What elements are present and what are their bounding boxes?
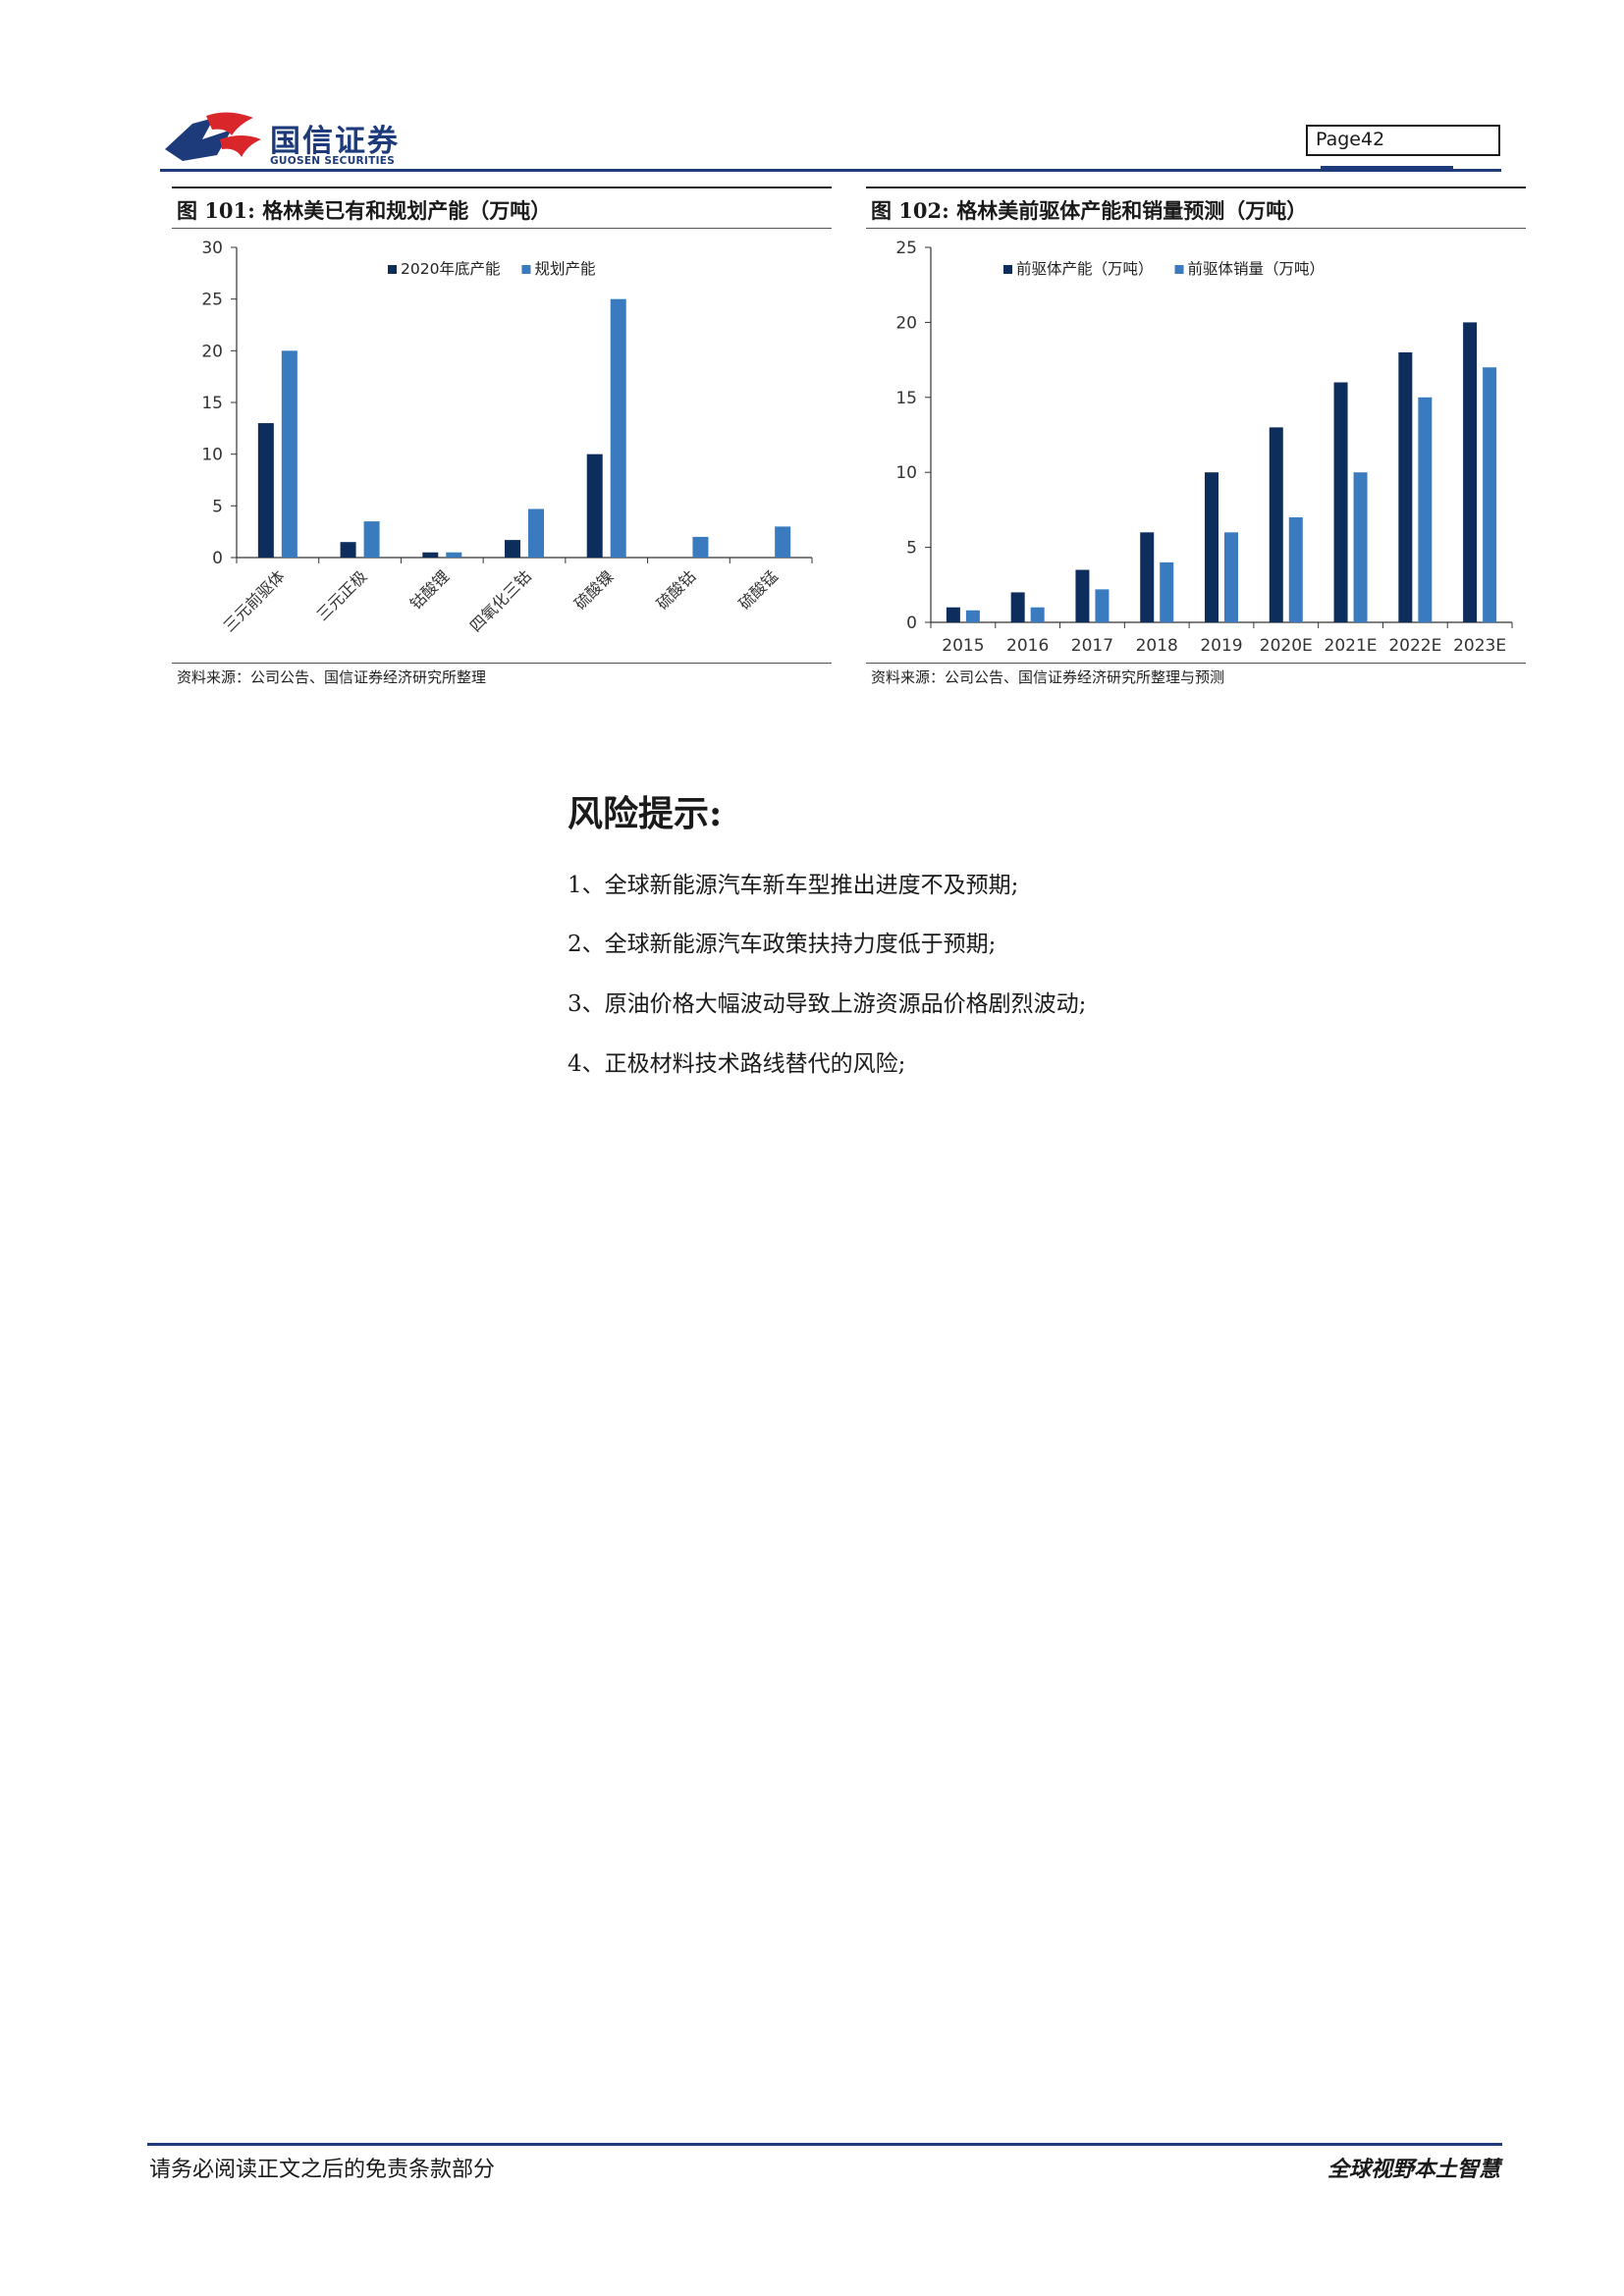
x-category-label: 2017 <box>1071 636 1113 656</box>
figure-source: 资料来源：公司公告、国信证券经济研究所整理 <box>177 668 487 686</box>
footer-slogan: 全球视野本土智慧 <box>1326 2157 1500 2182</box>
bar <box>446 552 462 558</box>
legend-label: 前驱体产能（万吨） <box>1016 260 1154 278</box>
bar <box>1075 569 1090 622</box>
x-category-label: 钴酸锂 <box>406 566 453 613</box>
legend-swatch <box>1174 265 1184 274</box>
bar <box>1463 322 1478 622</box>
y-tick-label: 10 <box>895 463 917 483</box>
x-category-label: 三元前驱体 <box>220 566 289 635</box>
figure-top-rule <box>866 187 1526 188</box>
guosen-logo-icon <box>165 112 261 161</box>
risk-item: 3、原油价格大幅波动导致上游资源品价格剧烈波动; <box>568 991 1087 1017</box>
legend-label: 前驱体销量（万吨） <box>1188 260 1326 278</box>
bar <box>965 610 980 622</box>
y-tick-label: 15 <box>201 394 223 413</box>
figure-source: 资料来源：公司公告、国信证券经济研究所整理与预测 <box>871 668 1225 686</box>
header-rule <box>160 169 1501 172</box>
bar <box>775 526 791 558</box>
x-category-label: 2020E <box>1260 636 1313 656</box>
figure-title: 图 101: 格林美已有和规划产能（万吨） <box>177 198 552 223</box>
bar <box>422 552 439 558</box>
footer-disclaimer: 请务必阅读正文之后的免责条款部分 <box>149 2158 496 2182</box>
risk-item: 1、全球新能源汽车新车型推出进度不及预期; <box>568 873 1019 898</box>
page-number-box <box>1306 125 1500 156</box>
bar <box>363 521 380 558</box>
bar <box>1140 532 1155 622</box>
footer-rule <box>147 2143 1502 2146</box>
bar <box>692 536 709 558</box>
y-tick-label: 30 <box>201 239 223 258</box>
bar <box>257 423 274 558</box>
y-tick-label: 5 <box>212 497 223 516</box>
page-number: Page42 <box>1316 129 1385 150</box>
x-category-label: 2015 <box>942 636 984 656</box>
bar <box>1269 427 1283 622</box>
bar <box>586 454 603 558</box>
precursor-bar-chart: 0 5 10 15 20 25 2015 2016 2017 2018 2019 2020E 2021E… <box>895 239 1513 656</box>
bar <box>946 607 960 622</box>
bar <box>1205 472 1218 622</box>
bar <box>1010 592 1025 622</box>
risk-item: 4、正极材料技术路线替代的风险; <box>568 1051 906 1077</box>
legend-swatch <box>521 265 531 274</box>
x-category-label: 2022E <box>1388 636 1441 656</box>
figure-title-rule <box>172 228 832 229</box>
y-tick-label: 15 <box>895 389 917 408</box>
x-category-label: 2023E <box>1453 636 1506 656</box>
y-tick-label: 25 <box>895 239 917 258</box>
x-category-label: 2021E <box>1325 636 1378 656</box>
figure-title-rule <box>866 228 1526 229</box>
y-tick-label: 20 <box>201 342 223 361</box>
y-tick-label: 0 <box>906 614 917 633</box>
bar <box>281 350 298 558</box>
x-category-label: 硫酸锰 <box>735 566 782 613</box>
legend-label: 2020年底产能 <box>401 260 500 278</box>
y-tick-label: 10 <box>201 446 223 465</box>
figure-title: 图 102: 格林美前驱体产能和销量预测（万吨） <box>871 198 1308 223</box>
bar <box>1095 589 1110 622</box>
bar <box>340 542 356 558</box>
figure-bottom-rule <box>172 663 832 664</box>
risk-heading: 风险提示: <box>568 793 723 834</box>
y-tick-label: 0 <box>212 549 223 568</box>
y-tick-label: 25 <box>201 291 223 310</box>
bar <box>1288 517 1303 622</box>
x-category-label: 三元正极 <box>313 566 371 624</box>
capacity-bar-chart: 0 5 10 15 20 25 30 三元前驱体 三元正极 钴酸锂 四氧化三钴 硫酸镍 硫酸钴 硫酸锰 20… <box>201 239 813 635</box>
x-category-label: 2016 <box>1006 636 1049 656</box>
bar <box>1353 472 1368 622</box>
legend-label: 规划产能 <box>534 260 595 278</box>
bar <box>1418 397 1433 622</box>
legend-swatch <box>1003 265 1012 274</box>
x-category-label: 四氧化三钴 <box>466 566 535 635</box>
risk-item: 2、全球新能源汽车政策扶持力度低于预期; <box>568 932 997 957</box>
header-accent-rule <box>1321 166 1453 169</box>
y-tick-label: 5 <box>906 539 917 559</box>
bar <box>1483 367 1497 622</box>
bar <box>610 298 626 558</box>
bar <box>1224 532 1238 622</box>
bar <box>1160 561 1174 622</box>
bar <box>505 540 520 558</box>
y-tick-label: 20 <box>895 313 917 333</box>
figure-bottom-rule <box>866 663 1526 664</box>
logo-text-cn: 国信证券 <box>270 124 400 159</box>
x-category-label: 2018 <box>1136 636 1178 656</box>
figure-top-rule <box>172 187 832 188</box>
logo-text-en: GUOSEN SECURITIES <box>270 155 396 167</box>
legend-swatch <box>388 265 397 274</box>
bar <box>1030 607 1045 622</box>
x-category-label: 硫酸钴 <box>653 566 699 613</box>
bar <box>528 508 544 558</box>
x-category-label: 2019 <box>1200 636 1242 656</box>
x-category-label: 硫酸镍 <box>570 566 617 613</box>
bar <box>1333 382 1348 622</box>
bar <box>1398 351 1413 622</box>
